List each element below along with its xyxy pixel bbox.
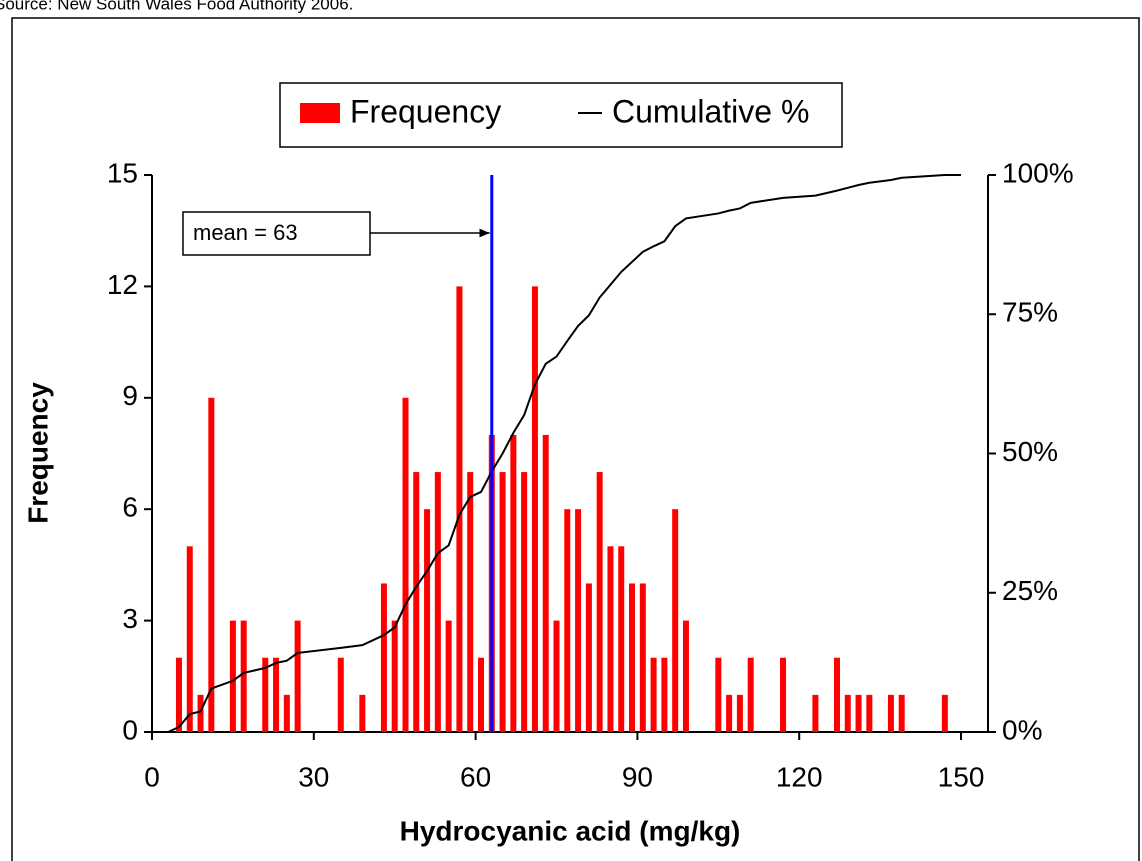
bar: [359, 694, 366, 732]
bar: [607, 546, 614, 732]
legend-label: Cumulative %: [612, 93, 809, 129]
source-note: Source: New South Wales Food Authority 2…: [0, 0, 353, 13]
bar: [682, 620, 689, 732]
bar: [596, 472, 603, 732]
bar: [715, 657, 722, 732]
bar: [812, 694, 819, 732]
bar: [186, 546, 193, 732]
x-tick-label: 150: [938, 761, 985, 792]
cumulative-line: [167, 174, 962, 733]
legend-box: [279, 82, 843, 148]
y-tick-label: 12: [107, 269, 138, 300]
bar: [887, 694, 894, 732]
bar: [380, 583, 387, 732]
bar: [661, 657, 668, 732]
y2-tick-label: 50%: [1002, 436, 1058, 467]
x-tick-label: 90: [622, 761, 653, 792]
bar: [564, 509, 571, 732]
y2-tick-label: 75%: [1002, 297, 1058, 328]
legend-label: Frequency: [350, 93, 501, 129]
bar: [240, 620, 247, 732]
bar: [855, 694, 862, 732]
y2-tick-label: 100%: [1002, 157, 1074, 188]
bar: [262, 657, 269, 732]
bar: [780, 657, 787, 732]
bar: [499, 472, 506, 732]
chart-frame: [11, 17, 1140, 861]
bar: [294, 620, 301, 732]
bar: [337, 657, 344, 732]
bar: [434, 472, 441, 732]
y-axis-title: Frequency: [22, 382, 53, 524]
bar: [456, 286, 463, 732]
bar: [585, 583, 592, 732]
bar: [273, 657, 280, 732]
bar: [941, 694, 948, 732]
bar: [197, 694, 204, 732]
bar: [866, 694, 873, 732]
bar: [467, 472, 474, 732]
bar: [898, 694, 905, 732]
bar: [391, 620, 398, 732]
bar: [175, 657, 182, 732]
x-tick-label: 30: [298, 761, 329, 792]
bar: [618, 546, 625, 732]
bar: [833, 657, 840, 732]
bar: [424, 509, 431, 732]
y-tick-label: 6: [122, 492, 138, 523]
y2-tick-label: 0%: [1002, 714, 1042, 745]
bar: [650, 657, 657, 732]
bar: [542, 434, 549, 732]
bar: [208, 397, 215, 732]
x-tick-label: 60: [460, 761, 491, 792]
bar: [747, 657, 754, 732]
x-axis-title: Hydrocyanic acid (mg/kg): [400, 815, 741, 846]
bar: [736, 694, 743, 732]
bar: [629, 583, 636, 732]
bar: [575, 509, 582, 732]
annotation-box: [182, 211, 371, 256]
bar: [553, 620, 560, 732]
bar: [531, 286, 538, 732]
x-tick-label: 0: [144, 761, 160, 792]
legend-swatch: [300, 103, 340, 123]
y-tick-label: 0: [122, 714, 138, 745]
bar: [510, 434, 517, 732]
bar: [726, 694, 733, 732]
y2-tick-label: 25%: [1002, 575, 1058, 606]
bar: [283, 694, 290, 732]
bar: [844, 694, 851, 732]
bar: [413, 472, 420, 732]
bar: [639, 583, 646, 732]
y-tick-label: 9: [122, 380, 138, 411]
bar: [445, 620, 452, 732]
bar: [672, 509, 679, 732]
annotation-label: mean = 63: [193, 220, 298, 245]
bar: [521, 472, 528, 732]
x-tick-label: 120: [776, 761, 823, 792]
bar: [229, 620, 236, 732]
bar: [478, 657, 485, 732]
y-tick-label: 15: [107, 157, 138, 188]
bar: [402, 397, 409, 732]
y-tick-label: 3: [122, 603, 138, 634]
